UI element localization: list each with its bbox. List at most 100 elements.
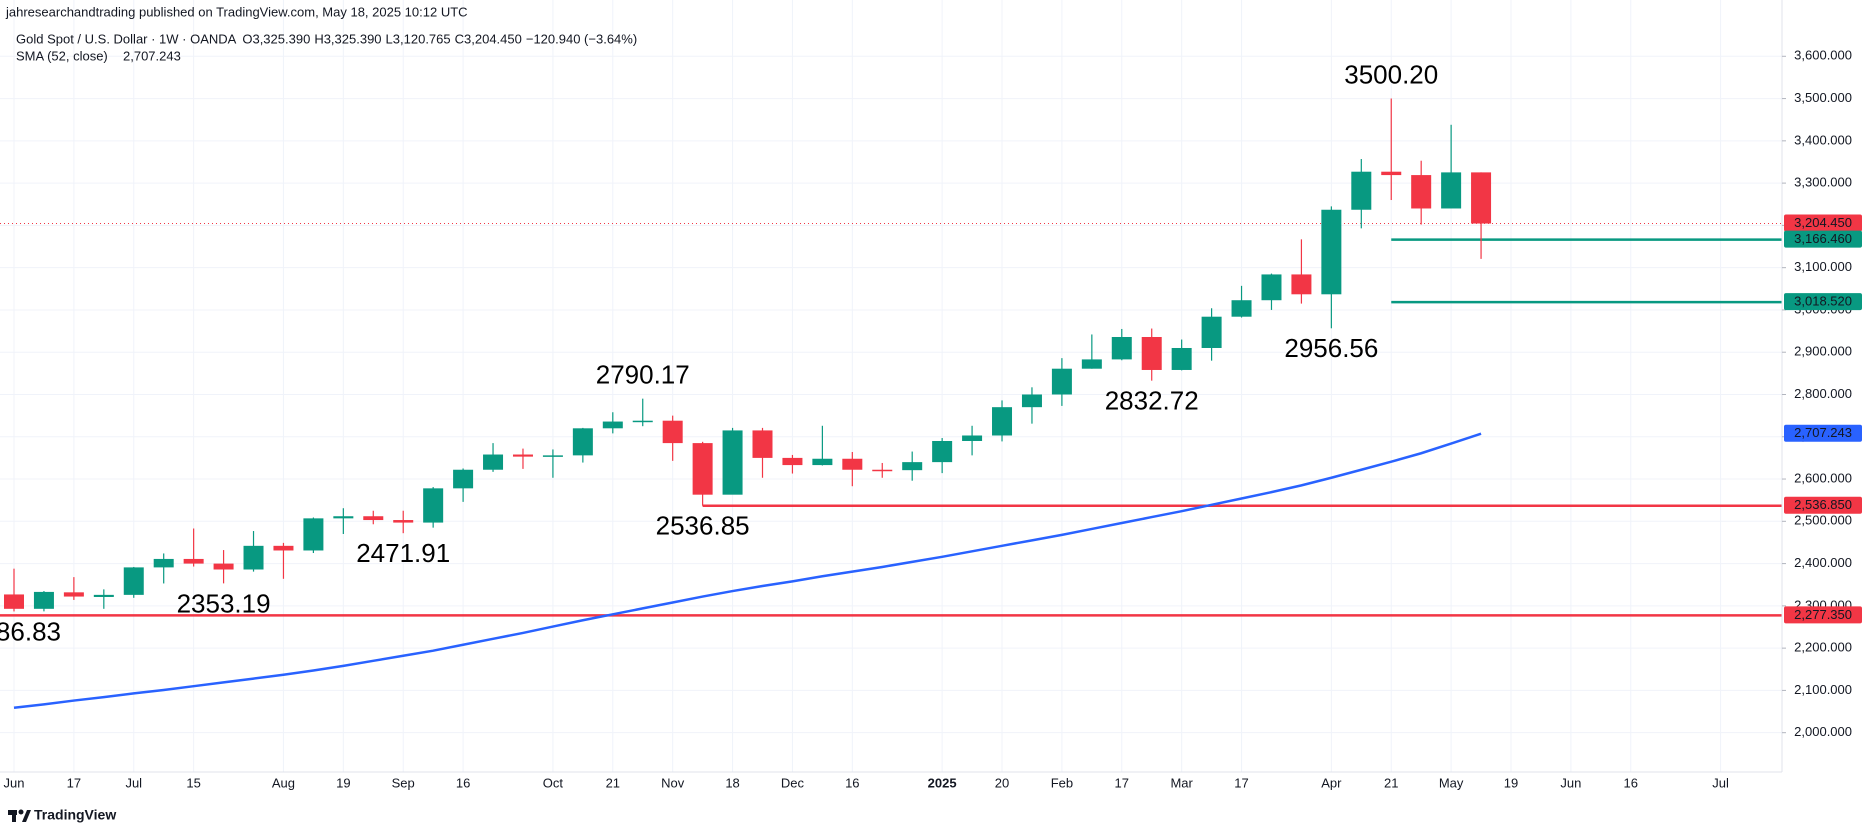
- candle-body: [602, 421, 623, 429]
- candle-body: [932, 440, 953, 463]
- last-price-label: 3,204.450: [1794, 215, 1852, 230]
- legend-value: 3,204.450: [464, 31, 522, 46]
- candle-body: [872, 469, 893, 472]
- y-tick-label: 3,300.000: [1794, 175, 1852, 190]
- last-price-box: [1784, 214, 1862, 232]
- legend-value: 3,325.390: [324, 31, 382, 46]
- level-label: 2,536.850: [1794, 497, 1852, 512]
- candle-body: [842, 458, 863, 470]
- candle-body: [782, 457, 803, 466]
- candle-body: [1201, 316, 1222, 348]
- candle-body: [722, 430, 743, 495]
- legend-change: −120.940 (−3.64%): [526, 31, 637, 46]
- x-tick-label: 16: [456, 775, 470, 790]
- sma-box: [1784, 424, 1862, 442]
- candle-body: [1321, 209, 1342, 295]
- annotation: 2353.19: [177, 588, 271, 618]
- y-tick-label: 3,500.000: [1794, 90, 1852, 105]
- candle-body: [632, 420, 653, 423]
- x-tick-label: Jul: [125, 775, 142, 790]
- y-tick-label: 2,200.000: [1794, 640, 1852, 655]
- level-label: 3,018.520: [1794, 294, 1852, 309]
- y-tick-label: 3,400.000: [1794, 132, 1852, 147]
- legend-key: L: [386, 31, 393, 46]
- legend-value: 3,120.765: [393, 31, 451, 46]
- x-tick-label: Jun: [1560, 775, 1581, 790]
- x-tick-label: Mar: [1170, 775, 1193, 790]
- candle-body: [1441, 172, 1462, 209]
- x-tick-label: Nov: [661, 775, 685, 790]
- candle-body: [1141, 336, 1162, 370]
- candle-body: [63, 592, 84, 597]
- x-tick-label: 19: [336, 775, 350, 790]
- x-tick-label: Dec: [781, 775, 805, 790]
- x-tick-label: 21: [606, 775, 620, 790]
- axes: 2,000.0002,100.0002,200.0002,300.0002,40…: [4, 48, 1862, 790]
- candle-body: [1291, 274, 1312, 295]
- level-box: [1784, 606, 1862, 624]
- candle-body: [93, 594, 114, 597]
- sma-label: 2,707.243: [1794, 425, 1852, 440]
- x-tick-label: Feb: [1051, 775, 1073, 790]
- y-tick-label: 2,400.000: [1794, 555, 1852, 570]
- candle-body: [812, 458, 833, 466]
- candle-body: [572, 428, 593, 456]
- annotation: 2536.85: [656, 511, 750, 541]
- x-tick-label: 16: [1624, 775, 1638, 790]
- x-tick-label: May: [1439, 775, 1464, 790]
- candle-body: [393, 520, 414, 523]
- sma-line: [13, 432, 1482, 709]
- candle-body: [213, 563, 234, 570]
- candle-body: [303, 518, 324, 551]
- x-tick-label: 17: [67, 775, 81, 790]
- annotation: 2286.83: [0, 616, 61, 646]
- brand: TradingView: [34, 807, 116, 823]
- annotation: 2832.72: [1105, 386, 1199, 416]
- candle-body: [453, 469, 474, 489]
- legend-key: O: [242, 31, 252, 46]
- candle-body: [1081, 359, 1102, 369]
- candle-body: [363, 516, 384, 521]
- candle-body: [243, 545, 264, 570]
- candle-body: [123, 567, 144, 595]
- plot-area: 3500.20 2956.56 2832.72 2790.17 2536.85 2471.…: [0, 59, 1782, 709]
- sma-legend-name: SMA (52, close): [16, 48, 108, 63]
- x-tick-label: 21: [1384, 775, 1398, 790]
- x-tick-label: 19: [1504, 775, 1518, 790]
- y-tick-label: 2,000.000: [1794, 724, 1852, 739]
- candle-body: [1021, 394, 1042, 408]
- ohlc-legend: O 3,325.390 H 3,325.390 L 3,120.765 C 3,204.450…: [242, 31, 637, 46]
- y-tick-label: 3,600.000: [1794, 48, 1852, 63]
- x-tick-label: 17: [1234, 775, 1248, 790]
- annotation: 2471.91: [356, 538, 450, 568]
- level-box: [1784, 293, 1862, 311]
- x-tick-label: 17: [1115, 775, 1129, 790]
- x-tick-label: 18: [725, 775, 739, 790]
- y-tick-label: 2,900.000: [1794, 344, 1852, 359]
- candle-body: [423, 488, 444, 523]
- level-box: [1784, 496, 1862, 514]
- y-tick-label: 3,100.000: [1794, 259, 1852, 274]
- candle-body: [1261, 274, 1282, 301]
- x-tick-label: 20: [995, 775, 1009, 790]
- candle-body: [153, 558, 174, 568]
- candle-body: [1111, 336, 1132, 360]
- y-tick-label: 2,100.000: [1794, 682, 1852, 697]
- candle-body: [1471, 172, 1492, 224]
- x-tick-label: Sep: [392, 775, 415, 790]
- annotation: 2956.56: [1284, 333, 1378, 363]
- candle-body: [512, 454, 533, 457]
- level-box: [1784, 230, 1862, 248]
- sma-legend-value: 2,707.243: [123, 48, 181, 63]
- candle-body: [662, 420, 683, 444]
- candle-body: [1351, 171, 1372, 210]
- candle-body: [992, 407, 1013, 436]
- y-tick-label: 2,800.000: [1794, 386, 1852, 401]
- candle-body: [333, 516, 354, 519]
- candle-body: [962, 435, 983, 441]
- candle-body: [483, 454, 504, 470]
- publisher-header: jahresearchandtrading published on Tradi…: [5, 4, 468, 19]
- x-tick-label: Aug: [272, 775, 295, 790]
- candle-body: [1381, 171, 1402, 176]
